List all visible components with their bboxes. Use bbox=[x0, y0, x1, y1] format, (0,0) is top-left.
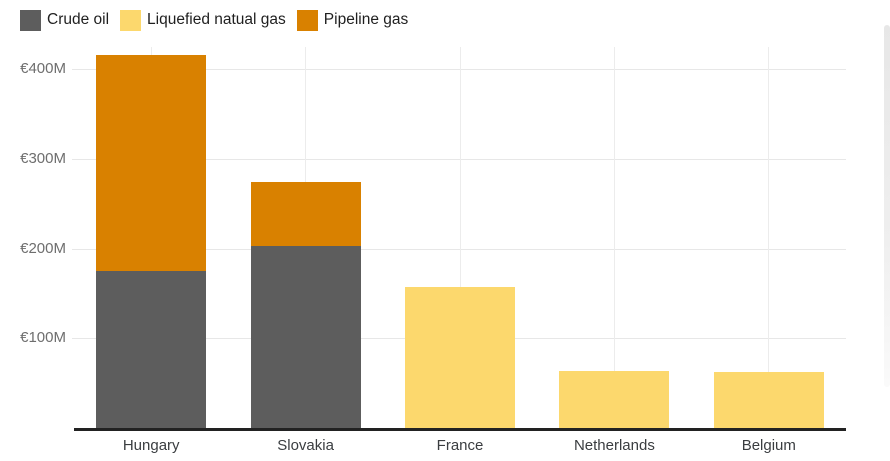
legend-swatch-icon bbox=[20, 9, 41, 31]
y-axis-tick-label: €400M bbox=[20, 60, 66, 78]
gridline-200 bbox=[72, 248, 846, 250]
scrollbar[interactable] bbox=[884, 25, 890, 387]
bar-france-liquefied-natual-gas[interactable] bbox=[405, 287, 515, 428]
x-axis-label-belgium: Belgium bbox=[741, 437, 796, 454]
legend-label: Pipeline gas bbox=[323, 11, 409, 28]
bar-slovakia-crude-oil[interactable] bbox=[250, 246, 361, 428]
gridline-400 bbox=[72, 69, 846, 71]
chart-legend: Crude oil Liquefied natual gas Pipeline ga… bbox=[20, 8, 419, 32]
bar-hungary-crude-oil[interactable] bbox=[96, 271, 207, 428]
legend-item-liquefied-natual-gas[interactable]: Liquefied natual gas bbox=[120, 8, 286, 32]
gridline-300 bbox=[72, 159, 846, 161]
category-gridline bbox=[459, 47, 461, 428]
legend-swatch-icon bbox=[120, 9, 142, 31]
category-gridline bbox=[768, 47, 770, 428]
bar-belgium-liquefied-natual-gas[interactable] bbox=[713, 371, 824, 428]
bar-slovakia-pipeline-gas[interactable] bbox=[250, 182, 361, 246]
legend-label: Liquefied natual gas bbox=[147, 11, 286, 28]
bar-hungary-pipeline-gas[interactable] bbox=[96, 55, 207, 272]
legend-item-crude-oil[interactable]: Crude oil bbox=[20, 8, 109, 32]
bar-netherlands-liquefied-natual-gas[interactable] bbox=[559, 370, 670, 428]
x-axis-label-france: France bbox=[436, 437, 484, 454]
x-axis-label-slovakia: Slovakia bbox=[277, 437, 334, 454]
x-axis-line bbox=[74, 428, 846, 431]
category-gridline bbox=[613, 47, 615, 428]
legend-swatch-icon bbox=[296, 9, 318, 31]
y-axis-tick-label: €200M bbox=[20, 239, 66, 257]
x-axis-label-netherlands: Netherlands bbox=[573, 437, 655, 454]
y-axis-tick-label: €300M bbox=[20, 150, 66, 168]
legend-item-pipeline-gas[interactable]: Pipeline gas bbox=[296, 8, 409, 32]
y-axis-tick-label: €100M bbox=[20, 329, 66, 347]
x-axis-label-hungary: Hungary bbox=[122, 437, 180, 454]
legend-label: Crude oil bbox=[47, 11, 110, 28]
